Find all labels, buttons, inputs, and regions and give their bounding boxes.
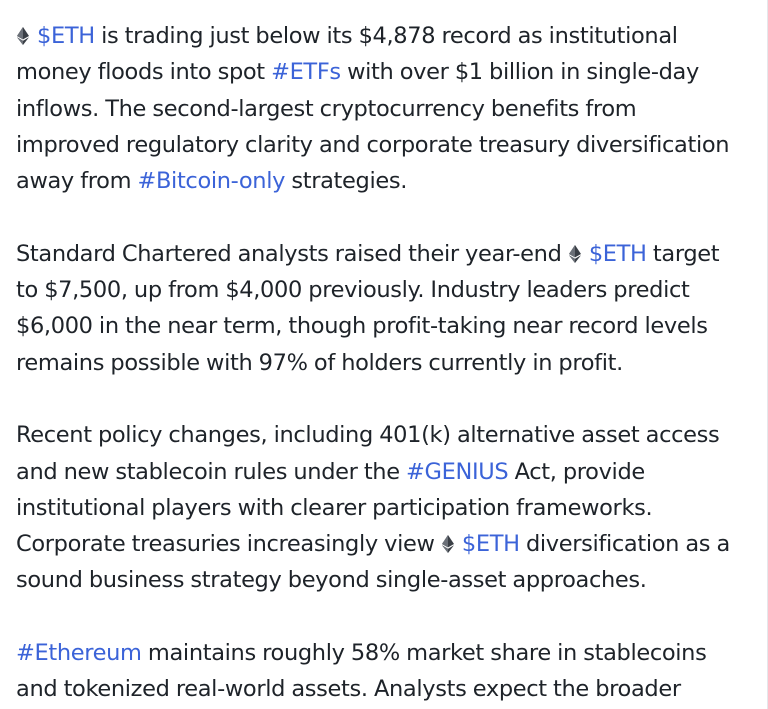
ethereum-icon [568, 244, 581, 263]
ethereum-icon [441, 535, 454, 554]
cashtag-link[interactable]: $ETH [588, 240, 647, 267]
paragraph-3: Recent policy changes, including 401(k) … [16, 417, 746, 598]
paragraph-text: is trading just below its $4,878 record … [16, 23, 678, 86]
post-body: $ETH is trading just below its $4,878 re… [16, 18, 746, 709]
paragraph-text: with over $1 billion in single-day inflo… [16, 59, 730, 195]
cashtag-link[interactable]: $ETH [37, 23, 95, 49]
ethereum-icon [17, 27, 29, 45]
paragraph-text: diversification as a sound business stra… [16, 531, 730, 594]
paragraph-1: $ETH is trading just below its $4,878 re… [16, 18, 746, 199]
paragraph-text: maintains roughly 58% market share in st… [16, 640, 707, 703]
hashtag-link[interactable]: #ETFs [271, 59, 341, 86]
hashtag-link[interactable]: #GENIUS [406, 458, 509, 485]
hashtag-link[interactable]: #Bitcoin-only [137, 168, 286, 195]
paragraph-text: target to $7,500, up from $4,000 previou… [16, 240, 720, 376]
paragraph-text: strategies. [285, 168, 408, 195]
cashtag-link[interactable]: $ETH [461, 531, 520, 558]
paragraph-2: Standard Chartered analysts raised their… [16, 236, 746, 381]
paragraph-4: #Ethereum maintains roughly 58% market s… [16, 635, 746, 708]
paragraph-text: Act, provide institutional players with … [16, 458, 653, 558]
paragraph-text: Recent policy changes, including 401(k) … [16, 422, 720, 485]
hashtag-link[interactable]: #Ethereum [16, 640, 142, 667]
paragraph-text: Standard Chartered analysts raised their… [16, 240, 568, 267]
